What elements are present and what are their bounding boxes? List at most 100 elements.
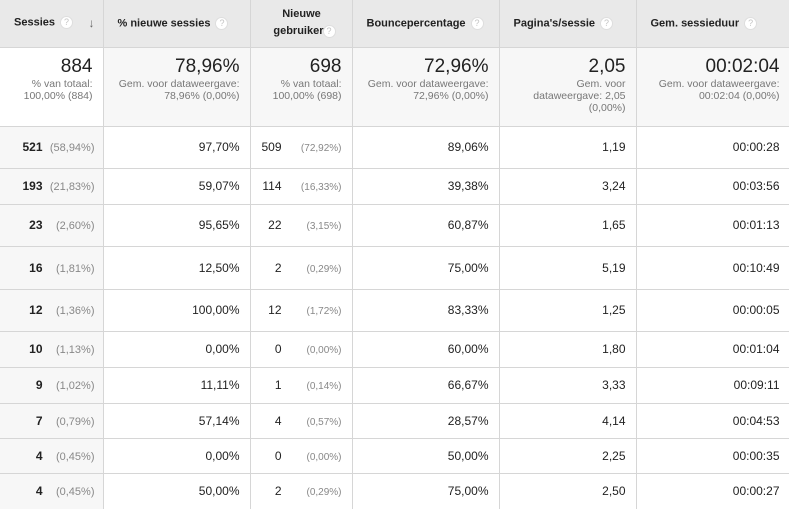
new-users-value: 114: [262, 179, 282, 193]
sessions-value: 193: [22, 179, 43, 193]
table-row: 10 (1,13%) 0,00% 0 (0,00%) 60,00% 1,80 00:…: [0, 330, 789, 368]
cell-avg-session-duration: 00:09:11: [635, 366, 789, 404]
table-row: 23 (2,60%) 95,65% 22 (3,15%) 60,87% 1,65 0…: [0, 203, 789, 247]
summary-value: 2,05: [588, 55, 626, 77]
cell-bounce-rate: 83,33%: [351, 288, 500, 332]
summary-sessions: 884 % van totaal: 100,00% (884): [0, 46, 104, 127]
cell-sessions: 12 (1,36%): [0, 288, 104, 332]
cell-bounce-rate: 66,67%: [351, 366, 500, 404]
column-header-label: Nieuwe gebruikers: [273, 8, 330, 38]
sessions-value: 23: [29, 218, 43, 232]
cell-sessions: 9 (1,02%): [0, 366, 104, 404]
cell-bounce-rate: 60,87%: [351, 203, 500, 247]
cell-new-users: 2 (0,29%): [249, 245, 353, 290]
new-users-value: 0: [274, 448, 282, 463]
cell-bounce-rate: 28,57%: [351, 402, 500, 439]
column-header-new-sessions-pct[interactable]: % nieuwe sessies?: [102, 0, 251, 48]
column-header-label: Sessies: [14, 16, 55, 29]
help-icon[interactable]: ?: [470, 16, 484, 30]
sessions-value: 12: [29, 303, 43, 317]
cell-sessions: 10 (1,13%): [0, 330, 104, 368]
help-icon[interactable]: ?: [744, 16, 758, 30]
help-icon[interactable]: ?: [322, 25, 336, 39]
new-users-value: 0: [274, 342, 282, 356]
cell-new-users: 22 (3,15%): [249, 203, 353, 247]
new-users-pct: (1,72%): [306, 306, 342, 317]
summary-avg-session-duration: 00:02:04 Gem. voor dataweergave: 00:02:0…: [635, 46, 789, 127]
column-header-sessions[interactable]: Sessies? ↓: [0, 0, 104, 48]
new-users-value: 509: [261, 140, 282, 154]
sort-descending-icon[interactable]: ↓: [88, 16, 95, 31]
column-header-label: Pagina's/sessie: [513, 17, 596, 30]
column-header-pages-per-session[interactable]: Pagina's/sessie?: [498, 0, 637, 48]
cell-sessions: 4 (0,45%): [0, 437, 104, 474]
cell-new-sessions-pct: 97,70%: [102, 125, 251, 169]
cell-bounce-rate: 89,06%: [351, 125, 500, 169]
sessions-pct: (58,94%): [49, 142, 95, 154]
cell-pages-per-session: 5,19: [498, 245, 637, 290]
table-row: 4 (0,45%) 50,00% 2 (0,29%) 75,00% 2,50 00:…: [0, 472, 789, 509]
cell-avg-session-duration: 00:00:05: [635, 288, 789, 332]
cell-new-sessions-pct: 0,00%: [102, 330, 251, 368]
cell-new-sessions-pct: 11,11%: [102, 366, 251, 404]
cell-sessions: 23 (2,60%): [0, 203, 104, 247]
cell-avg-session-duration: 00:00:35: [635, 437, 789, 474]
cell-avg-session-duration: 00:01:04: [635, 330, 789, 368]
cell-new-users: 12 (1,72%): [249, 288, 353, 332]
column-header-bounce-rate[interactable]: Bouncepercentage?: [351, 0, 500, 48]
cell-bounce-rate: 75,00%: [351, 472, 500, 509]
cell-new-sessions-pct: 59,07%: [102, 167, 251, 205]
help-icon[interactable]: ?: [59, 16, 73, 30]
new-users-pct: (72,92%): [300, 143, 342, 154]
sessions-pct: (2,60%): [55, 220, 95, 232]
cell-avg-session-duration: 00:03:56: [635, 167, 789, 205]
cell-new-sessions-pct: 0,00%: [102, 437, 251, 474]
cell-new-sessions-pct: 12,50%: [102, 245, 251, 290]
summary-subtext: Gem. voor dataweergave: 00:02:04 (0,00%): [658, 77, 780, 102]
cell-new-users: 114 (16,33%): [249, 167, 353, 205]
new-users-value: 12: [268, 303, 282, 317]
new-users-value: 1: [274, 378, 282, 392]
column-header-new-users[interactable]: Nieuwe gebruikers?: [249, 0, 353, 48]
table-row: 193 (21,83%) 59,07% 114 (16,33%) 39,38% 3,…: [0, 167, 789, 205]
new-users-pct: (0,14%): [306, 381, 342, 392]
table-row: 4 (0,45%) 0,00% 0 (0,00%) 50,00% 2,25 00:0…: [0, 437, 789, 474]
new-users-pct: (0,00%): [306, 345, 342, 356]
new-users-value: 2: [274, 484, 282, 498]
cell-avg-session-duration: 00:04:53: [635, 402, 789, 439]
summary-subtext: % van totaal: 100,00% (698): [272, 77, 342, 102]
summary-bounce-rate: 72,96% Gem. voor dataweergave: 72,96% (0…: [351, 46, 500, 127]
cell-pages-per-session: 4,14: [498, 402, 637, 439]
sessions-pct: (0,45%): [55, 486, 95, 498]
table-row: 521 (58,94%) 97,70% 509 (72,92%) 89,06% 1,…: [0, 125, 789, 169]
summary-subtext: Gem. voor dataweergave: 72,96% (0,00%): [367, 77, 489, 102]
new-users-pct: (0,29%): [306, 263, 342, 275]
summary-new-sessions-pct: 78,96% Gem. voor dataweergave: 78,96% (0…: [102, 46, 251, 127]
cell-new-sessions-pct: 50,00%: [102, 472, 251, 509]
sessions-value: 521: [22, 140, 43, 154]
sessions-value: 9: [35, 378, 43, 392]
cell-avg-session-duration: 00:10:49: [635, 245, 789, 290]
cell-pages-per-session: 1,80: [498, 330, 637, 368]
table-row: 9 (1,02%) 11,11% 1 (0,14%) 66,67% 3,33 00:…: [0, 366, 789, 404]
summary-value: 78,96%: [175, 55, 240, 77]
cell-sessions: 4 (0,45%): [0, 472, 104, 509]
summary-row: 884 % van totaal: 100,00% (884) 78,96% G…: [0, 46, 789, 127]
help-icon[interactable]: ?: [600, 16, 614, 30]
cell-new-sessions-pct: 100,00%: [102, 288, 251, 332]
help-icon[interactable]: ?: [215, 16, 229, 30]
column-header-avg-session-duration[interactable]: Gem. sessieduur?: [635, 0, 789, 48]
column-header-label: Bouncepercentage: [366, 17, 466, 30]
cell-pages-per-session: 2,25: [498, 437, 637, 474]
sessions-value: 16: [29, 260, 43, 275]
sessions-value: 10: [29, 342, 43, 356]
sessions-pct: (0,79%): [55, 415, 95, 428]
cell-pages-per-session: 3,33: [498, 366, 637, 404]
cell-pages-per-session: 1,25: [498, 288, 637, 332]
cell-pages-per-session: 1,19: [498, 125, 637, 169]
sessions-value: 4: [35, 448, 43, 463]
new-users-pct: (0,00%): [306, 451, 342, 463]
table-row: 16 (1,81%) 12,50% 2 (0,29%) 75,00% 5,19 00…: [0, 245, 789, 290]
cell-new-users: 2 (0,29%): [249, 472, 353, 509]
